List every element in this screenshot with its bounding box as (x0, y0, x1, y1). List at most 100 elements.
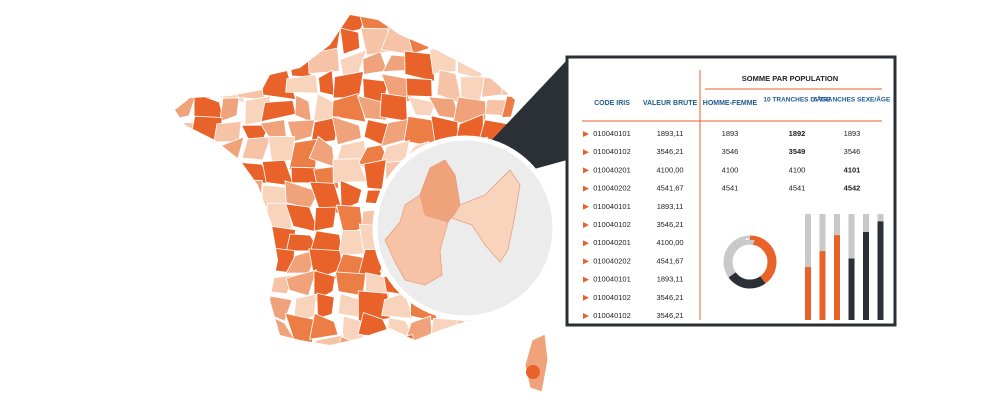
map-region (451, 29, 480, 58)
map-region (188, 344, 221, 345)
table-cell: 4541 (789, 184, 806, 193)
map-region (236, 223, 270, 259)
map-region (190, 225, 215, 255)
map-region (288, 26, 321, 58)
map-region (501, 95, 515, 118)
map-region (339, 27, 361, 55)
table-cell: 4541 (722, 184, 739, 193)
row-arrow (583, 276, 589, 283)
table-cell: 4100,00 (656, 238, 683, 247)
guadeloupe (384, 159, 521, 286)
map-region (264, 31, 296, 57)
map-region (175, 290, 200, 322)
map-region (481, 15, 503, 30)
map-region (238, 52, 265, 74)
map-region (451, 334, 488, 345)
map-region (263, 54, 295, 73)
map-region (194, 179, 223, 210)
table-cell: 4100,00 (656, 165, 683, 174)
map-region (175, 180, 197, 213)
map-region (219, 97, 240, 123)
map-region (478, 53, 511, 76)
map-region (241, 205, 271, 237)
map-region (175, 228, 194, 247)
table-cell: 3546,21 (656, 311, 683, 320)
map-region (286, 341, 319, 345)
map-region (175, 167, 192, 192)
map-region (215, 223, 245, 251)
table-cell: 1892 (789, 129, 806, 138)
bar (819, 251, 826, 320)
map-region (476, 36, 511, 54)
map-region (189, 291, 225, 323)
map-region (317, 69, 335, 97)
map-region (451, 319, 486, 345)
map-region (236, 250, 270, 280)
map-region (218, 49, 241, 82)
map-region (191, 48, 220, 81)
map-region (193, 145, 224, 171)
map-region (501, 72, 515, 96)
donut-segment (723, 235, 777, 289)
table-cell: 010040102 (593, 311, 631, 320)
map-region (503, 315, 515, 340)
map-region (429, 48, 457, 75)
map-region (285, 74, 319, 94)
table-cell: 4541,67 (656, 256, 683, 265)
map-region (211, 335, 247, 345)
map-region (332, 70, 364, 99)
map-region (241, 136, 272, 161)
table-cell: 010040201 (593, 165, 631, 174)
bar (848, 258, 855, 320)
map-region (476, 317, 513, 345)
row-arrow (583, 131, 589, 137)
corsica-region (526, 365, 540, 379)
map-region (188, 313, 219, 345)
map-region (175, 25, 198, 54)
bar (863, 232, 869, 320)
map-region (331, 115, 362, 146)
map-region (331, 93, 367, 123)
map-region (284, 312, 315, 345)
map-region (175, 15, 194, 38)
donut-segment (723, 235, 777, 289)
map-region (213, 164, 246, 191)
table-cell: 3546,21 (656, 220, 683, 229)
map-region (410, 340, 435, 345)
map-region (237, 15, 268, 32)
map-region (307, 47, 340, 75)
map-region (175, 54, 192, 79)
map-region (215, 25, 244, 55)
map-region (236, 76, 268, 100)
map-region (175, 92, 197, 122)
table-cell: 010040102 (593, 147, 631, 156)
map-region (267, 135, 296, 163)
map-region (213, 311, 247, 345)
bar (834, 235, 840, 320)
map-region (196, 252, 220, 274)
map-region (175, 336, 200, 345)
map-region (240, 179, 263, 215)
table-cell: 4100 (722, 165, 739, 174)
table-cell: 4541,67 (656, 184, 683, 193)
map-region (216, 248, 242, 277)
map-region (313, 206, 337, 232)
table-cell: 1893 (722, 129, 739, 138)
table-cell: 3546 (844, 147, 861, 156)
table-cell: 3546 (722, 147, 739, 156)
map-region (309, 312, 339, 340)
map-region (260, 15, 289, 38)
table-cell: 010040102 (593, 293, 631, 302)
table-cell: 010040102 (593, 220, 631, 229)
map-region (433, 334, 462, 345)
map-region (188, 204, 218, 231)
map-region (213, 121, 242, 143)
table-cell: 4101 (844, 165, 861, 174)
bar (805, 267, 811, 320)
map-region (501, 28, 515, 60)
row-arrow (583, 185, 589, 192)
table-cell: 3546,21 (656, 293, 683, 302)
map-region (502, 15, 515, 28)
table-cell: 1893,11 (657, 129, 684, 138)
map-region (405, 77, 433, 98)
